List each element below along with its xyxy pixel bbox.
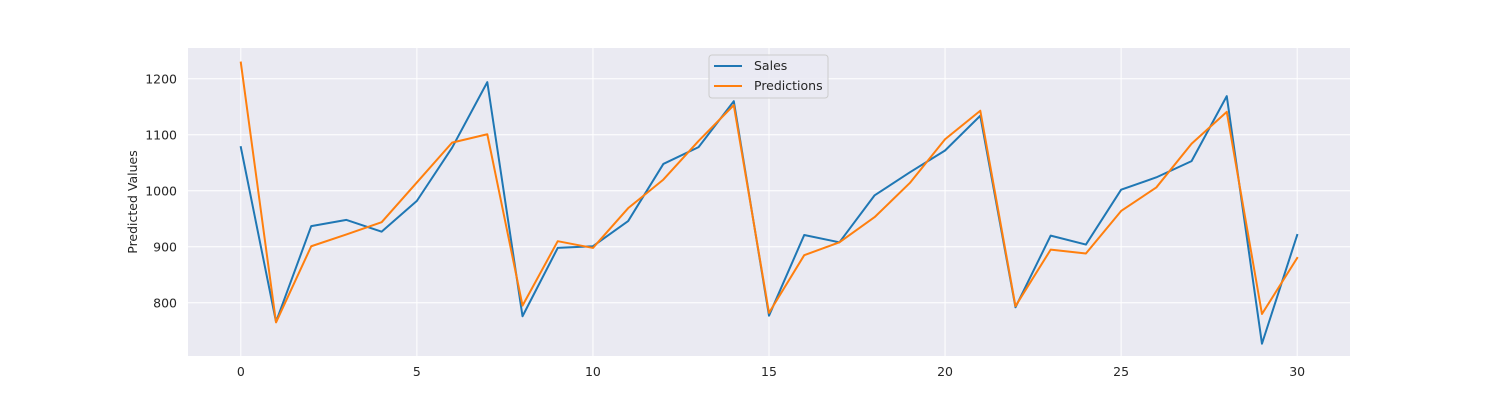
y-axis-label: Predicted Values — [125, 150, 140, 254]
y-tick-label: 1000 — [145, 183, 177, 198]
x-tick-label: 10 — [585, 364, 601, 379]
series-line-sales — [239, 81, 1299, 345]
y-tick-labels: 800 900 1000 1100 1200 — [145, 71, 177, 310]
legend-label-sales: Sales — [754, 58, 787, 73]
y-tick-label: 800 — [153, 295, 177, 310]
x-tick-labels: 0 5 10 15 20 25 30 — [237, 364, 1305, 379]
legend: Sales Predictions — [708, 54, 829, 99]
x-tick-label: 5 — [413, 364, 421, 379]
x-tick-label: 30 — [1289, 364, 1305, 379]
x-tick-label: 0 — [237, 364, 245, 379]
y-tick-label: 1200 — [145, 71, 177, 86]
x-tick-label: 15 — [761, 364, 777, 379]
series-line-predictions — [239, 61, 1299, 324]
grid — [188, 48, 1350, 356]
series-lines — [239, 61, 1299, 345]
x-tick-label: 25 — [1113, 364, 1129, 379]
x-tick-label: 20 — [937, 364, 953, 379]
y-tick-label: 1100 — [145, 127, 177, 142]
legend-label-predictions: Predictions — [754, 78, 823, 93]
y-tick-label: 900 — [153, 239, 177, 254]
